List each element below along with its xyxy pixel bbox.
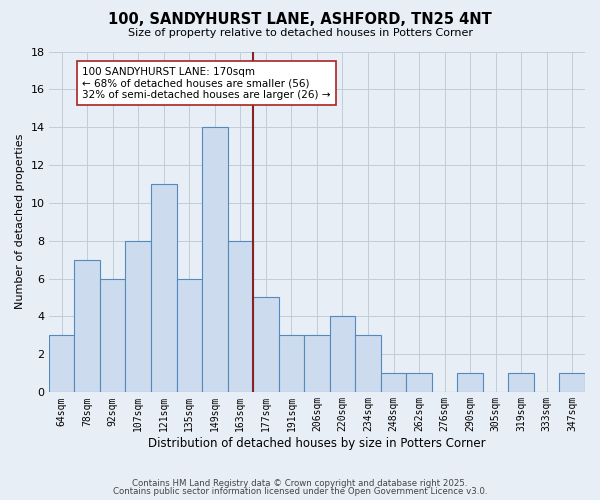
- Bar: [457, 373, 483, 392]
- Bar: [125, 240, 151, 392]
- Bar: [406, 373, 432, 392]
- Bar: [151, 184, 176, 392]
- Bar: [508, 373, 534, 392]
- Bar: [176, 278, 202, 392]
- Text: Size of property relative to detached houses in Potters Corner: Size of property relative to detached ho…: [128, 28, 473, 38]
- X-axis label: Distribution of detached houses by size in Potters Corner: Distribution of detached houses by size …: [148, 437, 486, 450]
- Y-axis label: Number of detached properties: Number of detached properties: [15, 134, 25, 310]
- Bar: [227, 240, 253, 392]
- Bar: [355, 336, 381, 392]
- Text: 100 SANDYHURST LANE: 170sqm
← 68% of detached houses are smaller (56)
32% of sem: 100 SANDYHURST LANE: 170sqm ← 68% of det…: [82, 66, 331, 100]
- Bar: [74, 260, 100, 392]
- Bar: [559, 373, 585, 392]
- Text: Contains public sector information licensed under the Open Government Licence v3: Contains public sector information licen…: [113, 487, 487, 496]
- Bar: [100, 278, 125, 392]
- Bar: [329, 316, 355, 392]
- Text: Contains HM Land Registry data © Crown copyright and database right 2025.: Contains HM Land Registry data © Crown c…: [132, 478, 468, 488]
- Bar: [49, 336, 74, 392]
- Bar: [381, 373, 406, 392]
- Bar: [278, 336, 304, 392]
- Text: 100, SANDYHURST LANE, ASHFORD, TN25 4NT: 100, SANDYHURST LANE, ASHFORD, TN25 4NT: [108, 12, 492, 28]
- Bar: [253, 298, 278, 392]
- Bar: [304, 336, 329, 392]
- Bar: [202, 127, 227, 392]
